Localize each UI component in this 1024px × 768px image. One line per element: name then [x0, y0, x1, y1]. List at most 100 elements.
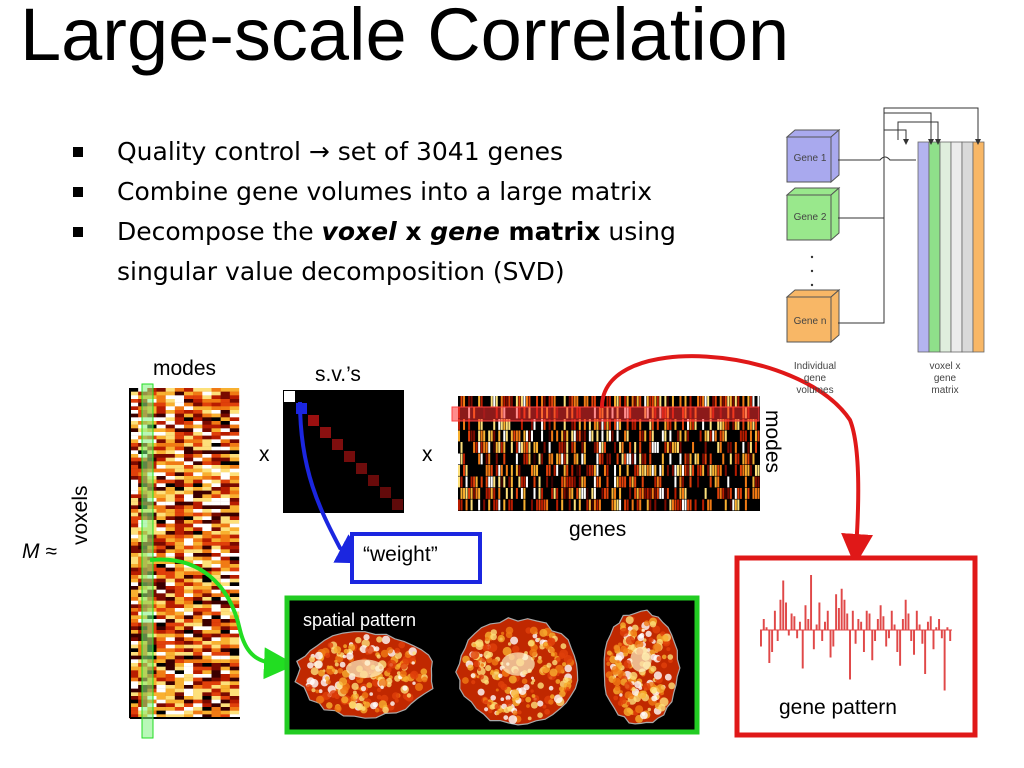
matrix-cell [578, 430, 581, 442]
gene-pattern-bar [874, 630, 877, 641]
matrix-cell [165, 487, 176, 491]
matrix-cell [202, 674, 212, 678]
matrix-cell [641, 453, 644, 465]
matrix-cell [709, 465, 712, 476]
matrix-cell [631, 419, 634, 430]
matrix-cell [598, 476, 601, 488]
matrix-cell [676, 430, 679, 442]
matrix-cell [229, 406, 240, 411]
matrix-cell [669, 442, 672, 453]
matrix-cell [669, 453, 672, 465]
matrix-cell [468, 430, 471, 442]
matrix-cell [505, 488, 508, 499]
matrix-cell [593, 442, 596, 453]
matrix-cell [505, 430, 508, 442]
matrix-cell [644, 430, 647, 442]
matrix-cell [229, 487, 240, 491]
brain-voxel [487, 651, 493, 658]
matrix-cell [174, 421, 185, 425]
brain-voxel [606, 661, 611, 667]
matrix-cell [533, 419, 536, 430]
matrix-cell [174, 435, 185, 440]
matrix-cell [165, 644, 176, 649]
matrix-cell [508, 419, 511, 430]
matrix-cell [184, 527, 194, 532]
matrix-cell [729, 442, 732, 453]
matrix-cell [536, 442, 539, 453]
matrix-cell [593, 499, 596, 511]
matrix-cell [156, 549, 166, 554]
matrix-cell [220, 648, 231, 653]
matrix-cell [129, 692, 139, 697]
matrix-cell [616, 419, 619, 430]
matrix-cell [671, 499, 674, 511]
brain-voxel [338, 677, 348, 686]
gene-pattern-bar [926, 621, 929, 630]
brain-voxel [661, 634, 669, 642]
matrix-cell [498, 442, 501, 453]
matrix-cell [541, 453, 544, 465]
matrix-cell [480, 453, 483, 465]
matrix-cell [533, 488, 536, 499]
matrix-cell [488, 476, 491, 488]
matrix-cell [174, 619, 185, 623]
matrix-cell [129, 597, 139, 601]
matrix-cell [129, 648, 139, 653]
matrix-cell [211, 531, 221, 535]
matrix-cell [165, 641, 176, 645]
matrix-cell [211, 674, 221, 678]
gene-pattern-bar [921, 630, 924, 644]
gene-pattern-bar [854, 630, 857, 644]
matrix-cell [211, 553, 221, 557]
matrix-cell [193, 395, 203, 400]
matrix-cell [202, 663, 212, 667]
matrix-cell [211, 685, 221, 689]
matrix-cell [174, 692, 185, 697]
matrix-cell [548, 442, 551, 453]
gene-pattern-bar [888, 630, 890, 639]
matrix-cell [193, 633, 203, 638]
matrix-cell [220, 685, 231, 689]
brain-voxel [538, 655, 542, 660]
matrix-cell [520, 442, 523, 453]
brain-voxel [475, 641, 484, 650]
matrix-cell [193, 542, 203, 546]
matrix-cell [747, 396, 750, 407]
brain-voxel [387, 659, 397, 669]
matrix-cell [490, 430, 493, 442]
brain-voxel [548, 685, 554, 691]
matrix-cell [156, 501, 166, 506]
matrix-cell [571, 396, 574, 407]
matrix-cell [202, 714, 212, 719]
matrix-cell [165, 615, 176, 620]
matrix-cell [644, 465, 647, 476]
matrix-cell [563, 442, 566, 453]
brain-voxel [558, 686, 565, 692]
matrix-cell [156, 428, 166, 433]
matrix-cell [553, 465, 556, 476]
matrix-cell [727, 442, 730, 453]
matrix-cell [593, 396, 596, 407]
matrix-cell [510, 442, 513, 453]
matrix-cell [651, 419, 654, 430]
matrix-cell [754, 430, 757, 442]
matrix-cell [684, 488, 687, 499]
matrix-cell [541, 488, 544, 499]
matrix-cell [581, 430, 584, 442]
matrix-cell [483, 442, 486, 453]
matrix-cell [211, 516, 221, 521]
matrix-cell [220, 501, 231, 506]
matrix-cell [156, 622, 166, 627]
matrix-cell [156, 505, 166, 510]
brain-voxel [484, 707, 489, 712]
matrix-cell [202, 582, 212, 587]
matrix-cell [165, 432, 176, 436]
matrix-cell [184, 450, 194, 455]
matrix-cell [174, 600, 185, 605]
brain-voxel [343, 648, 349, 654]
brain-voxel [412, 681, 416, 685]
matrix-cell [193, 575, 203, 579]
brain-voxel [527, 640, 535, 647]
matrix-cell [689, 419, 692, 430]
matrix-cell [722, 419, 725, 430]
